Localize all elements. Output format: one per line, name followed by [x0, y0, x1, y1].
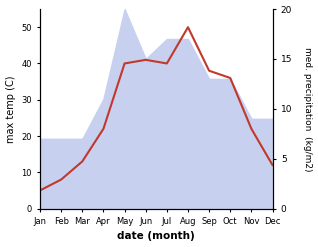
Y-axis label: max temp (C): max temp (C): [5, 75, 16, 143]
Y-axis label: med. precipitation  (kg/m2): med. precipitation (kg/m2): [303, 46, 313, 171]
X-axis label: date (month): date (month): [117, 231, 195, 242]
